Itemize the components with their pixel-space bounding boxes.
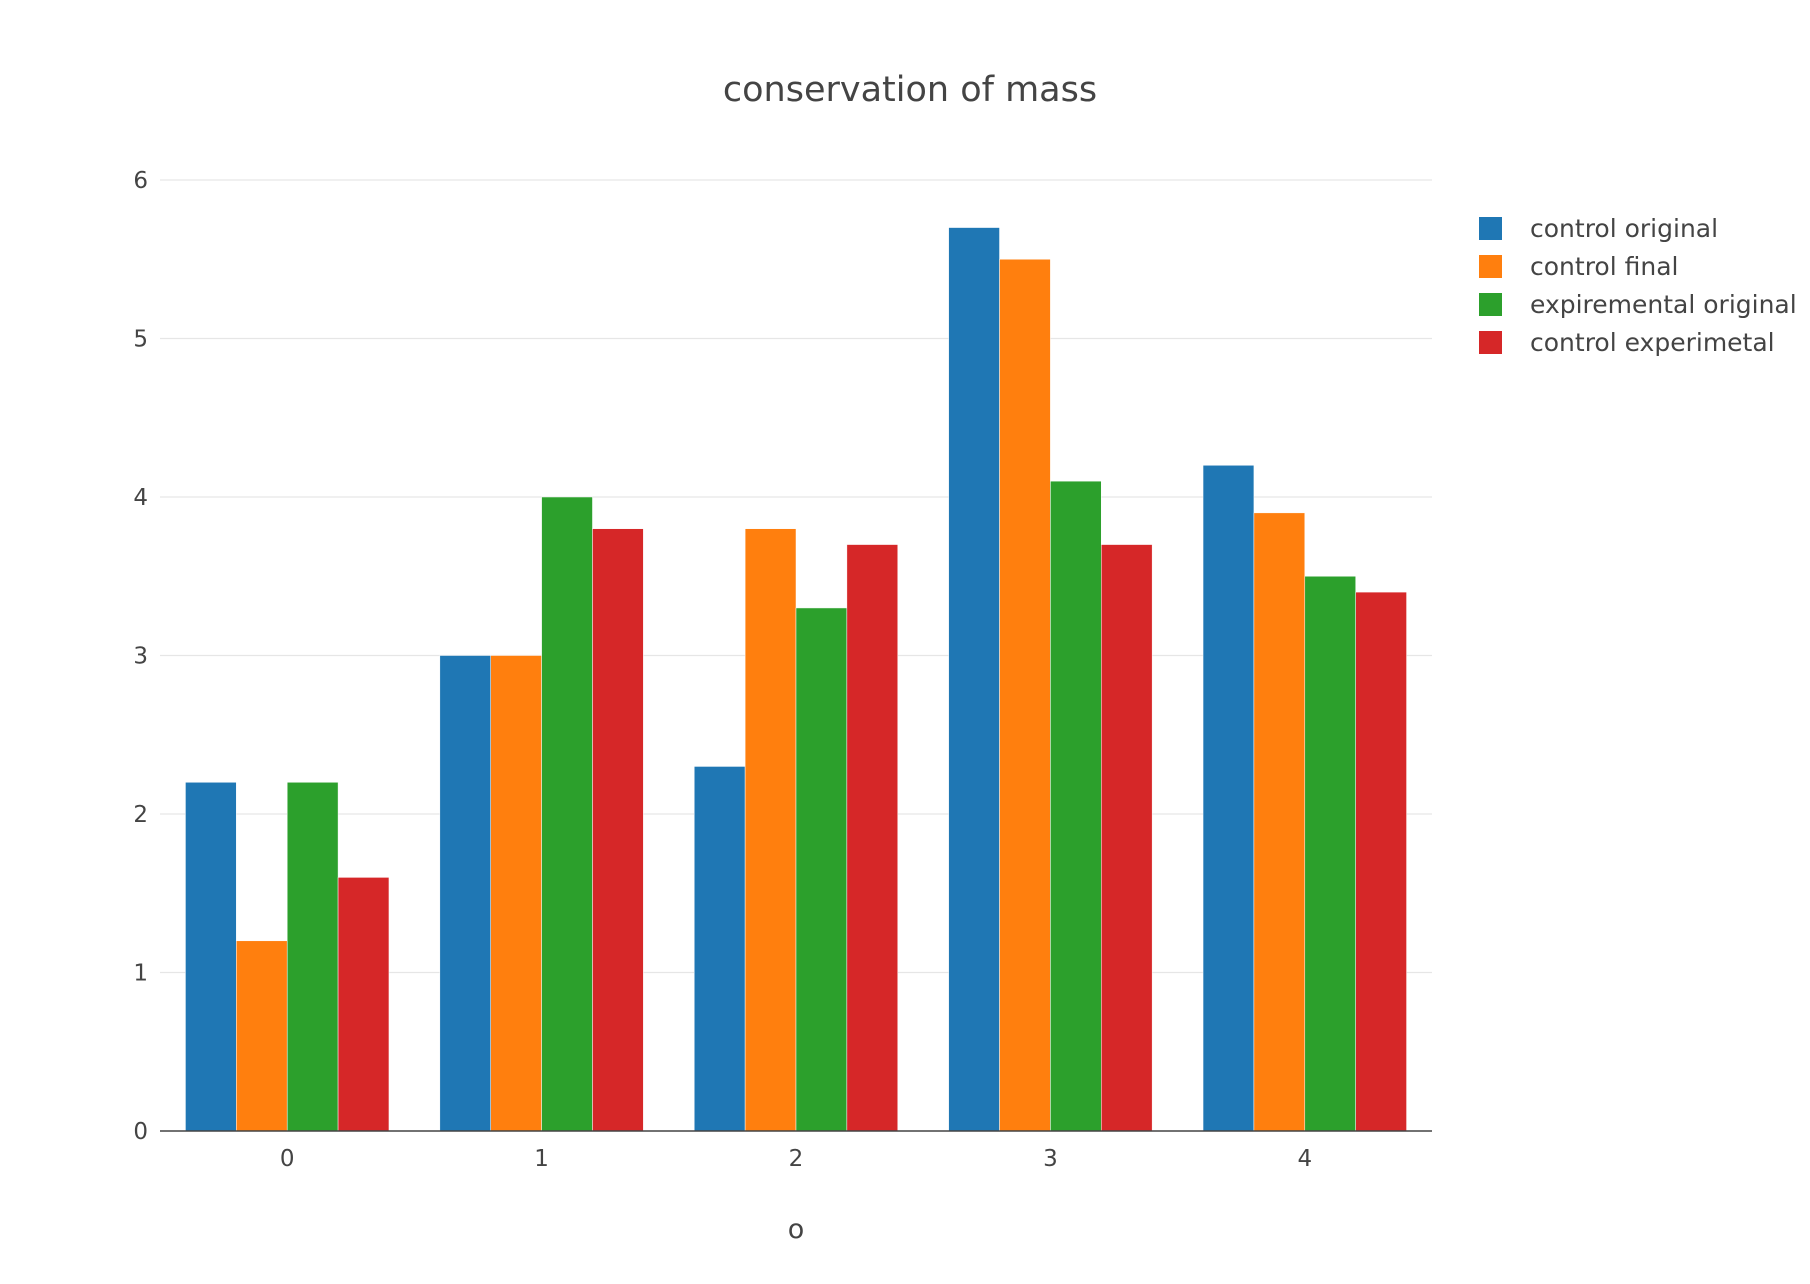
bar-control-final-4[interactable] [1253,512,1306,1132]
y-tick-label: 5 [133,327,148,353]
chart-title: conservation of mass [723,70,1097,110]
legend-swatch [1479,255,1502,278]
legend-swatch [1479,331,1502,354]
bar-control-final-2[interactable] [744,528,797,1132]
bar-expiremental-original-1[interactable] [541,496,593,1132]
y-axis-ticks: 0 1 2 3 4 5 6 [133,168,148,1145]
bar-control-final-3[interactable] [999,259,1051,1132]
legend-label: control experimetal [1530,328,1775,357]
legend-label: expiremental original [1530,290,1797,319]
x-tick-label: 3 [1043,1146,1058,1172]
legend-swatch [1479,217,1502,240]
legend-item[interactable]: expiremental original [1479,290,1797,319]
x-tick-label: 1 [534,1146,549,1172]
y-tick-label: 3 [133,644,148,670]
legend[interactable]: control original control final expirementa… [1479,214,1797,357]
bars [185,227,1407,1132]
legend-label: control original [1530,214,1718,243]
y-tick-label: 2 [133,802,148,828]
legend-item[interactable]: control final [1479,252,1678,281]
bar-control-original-0[interactable] [185,782,237,1132]
bar-control-original-2[interactable] [693,766,746,1132]
bar-expiremental-original-3[interactable] [1050,480,1102,1132]
bar-control-final-1[interactable] [490,655,542,1132]
legend-swatch [1479,293,1502,316]
bar-control-experimetal-1[interactable] [592,528,644,1132]
x-tick-label: 2 [789,1146,804,1172]
bar-expiremental-original-4[interactable] [1304,576,1356,1132]
x-axis-title: o [788,1214,805,1245]
bar-control-original-3[interactable] [948,227,1000,1132]
legend-label: control final [1530,252,1678,281]
bar-control-experimetal-4[interactable] [1355,591,1407,1132]
bar-control-original-1[interactable] [439,655,491,1132]
x-tick-label: 0 [280,1146,295,1172]
bar-control-final-0[interactable] [236,940,288,1132]
y-tick-label: 0 [133,1119,148,1145]
bar-control-original-4[interactable] [1202,465,1255,1132]
y-tick-label: 4 [133,485,148,511]
legend-item[interactable]: control experimetal [1479,328,1775,357]
bar-expiremental-original-2[interactable] [795,607,848,1132]
bar-expiremental-original-0[interactable] [286,782,339,1132]
y-tick-label: 1 [133,961,148,987]
x-tick-label: 4 [1297,1146,1312,1172]
bar-control-experimetal-2[interactable] [846,544,899,1132]
y-tick-label: 6 [133,168,148,194]
legend-item[interactable]: control original [1479,214,1718,243]
bar-control-experimetal-3[interactable] [1101,544,1153,1132]
bar-control-experimetal-0[interactable] [337,877,390,1132]
x-axis-ticks: 0 1 2 3 4 [280,1146,1312,1172]
